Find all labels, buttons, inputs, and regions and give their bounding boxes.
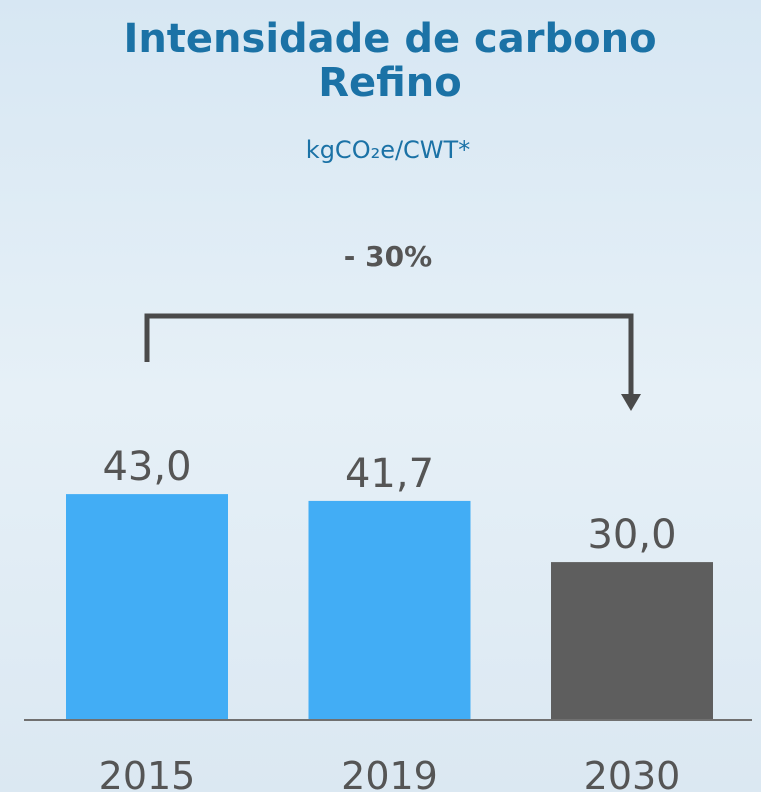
x-tick-label: 2030 [584, 754, 681, 792]
annotation: - 30% [344, 240, 432, 273]
bar [66, 494, 228, 719]
value-label: 41,7 [345, 451, 434, 497]
bar [308, 500, 471, 719]
bar [551, 562, 713, 719]
value-label: 30,0 [587, 512, 676, 558]
x-tick-label: 2019 [341, 754, 438, 792]
x-tick-label: 2015 [99, 754, 196, 792]
chart-title: Refino [318, 60, 462, 106]
value-label: 43,0 [102, 444, 191, 490]
chart-title: Intensidade de carbono [123, 16, 656, 62]
chart-subtitle: kgCO₂e/CWT* [306, 136, 470, 164]
bracket [144, 313, 634, 398]
arrow-head [621, 394, 641, 411]
